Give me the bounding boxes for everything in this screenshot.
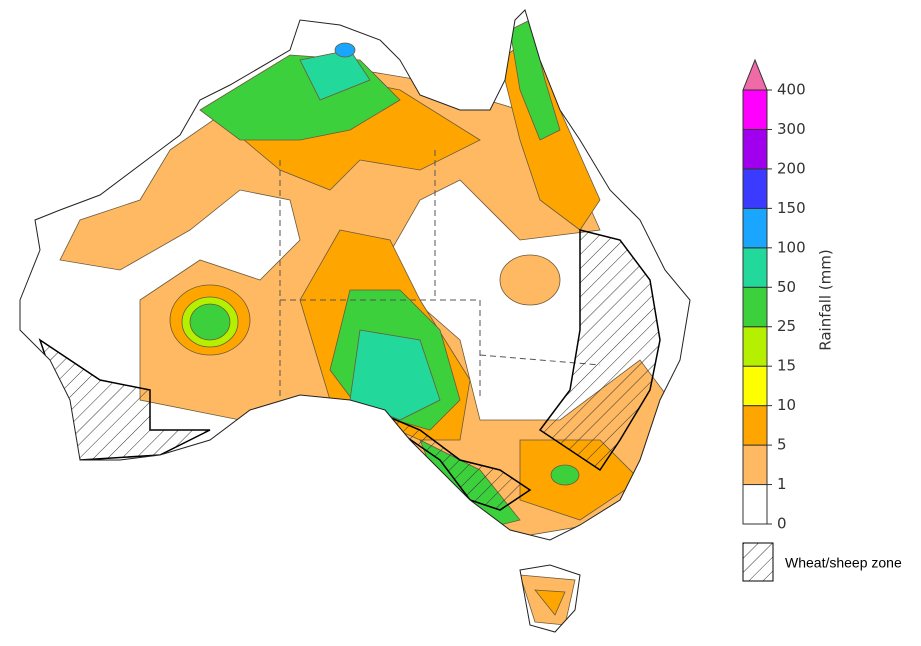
zone-label: Wheat/sheep zone bbox=[785, 555, 902, 571]
tick-label: 200 bbox=[777, 159, 806, 177]
colorbar-segment bbox=[742, 444, 768, 486]
colorbar-segment bbox=[742, 247, 768, 288]
tick-label: 5 bbox=[777, 436, 787, 454]
tick-label: 100 bbox=[777, 238, 806, 256]
tick-label: 300 bbox=[777, 120, 806, 138]
tick-label: 25 bbox=[777, 317, 796, 335]
colorbar-segment bbox=[742, 89, 768, 130]
zone-swatch bbox=[742, 542, 774, 582]
colorbar-segment bbox=[742, 365, 768, 407]
tick-label: 150 bbox=[777, 199, 806, 217]
colorbar-segment bbox=[742, 326, 768, 367]
colorbar-segment bbox=[742, 128, 768, 170]
legend: Rainfall (mm) Wheat/sheep zone 015101525… bbox=[742, 58, 902, 582]
tick-label: 0 bbox=[777, 515, 787, 533]
legend-title: Rainfall (mm) bbox=[817, 249, 835, 350]
colorbar-segment bbox=[742, 168, 768, 209]
colorbar-segment bbox=[742, 484, 768, 525]
tick-label: 1 bbox=[777, 475, 787, 493]
colorbar-segment bbox=[742, 286, 768, 328]
colorbar-segment bbox=[742, 207, 768, 249]
colorbar-extend bbox=[742, 58, 768, 91]
tick-label: 50 bbox=[777, 278, 796, 296]
tick-label: 10 bbox=[777, 396, 796, 414]
tick-label: 400 bbox=[777, 81, 806, 99]
tick-label: 15 bbox=[777, 357, 796, 375]
colorbar-segment bbox=[742, 405, 768, 446]
rainfall-field bbox=[38, 19, 690, 626]
